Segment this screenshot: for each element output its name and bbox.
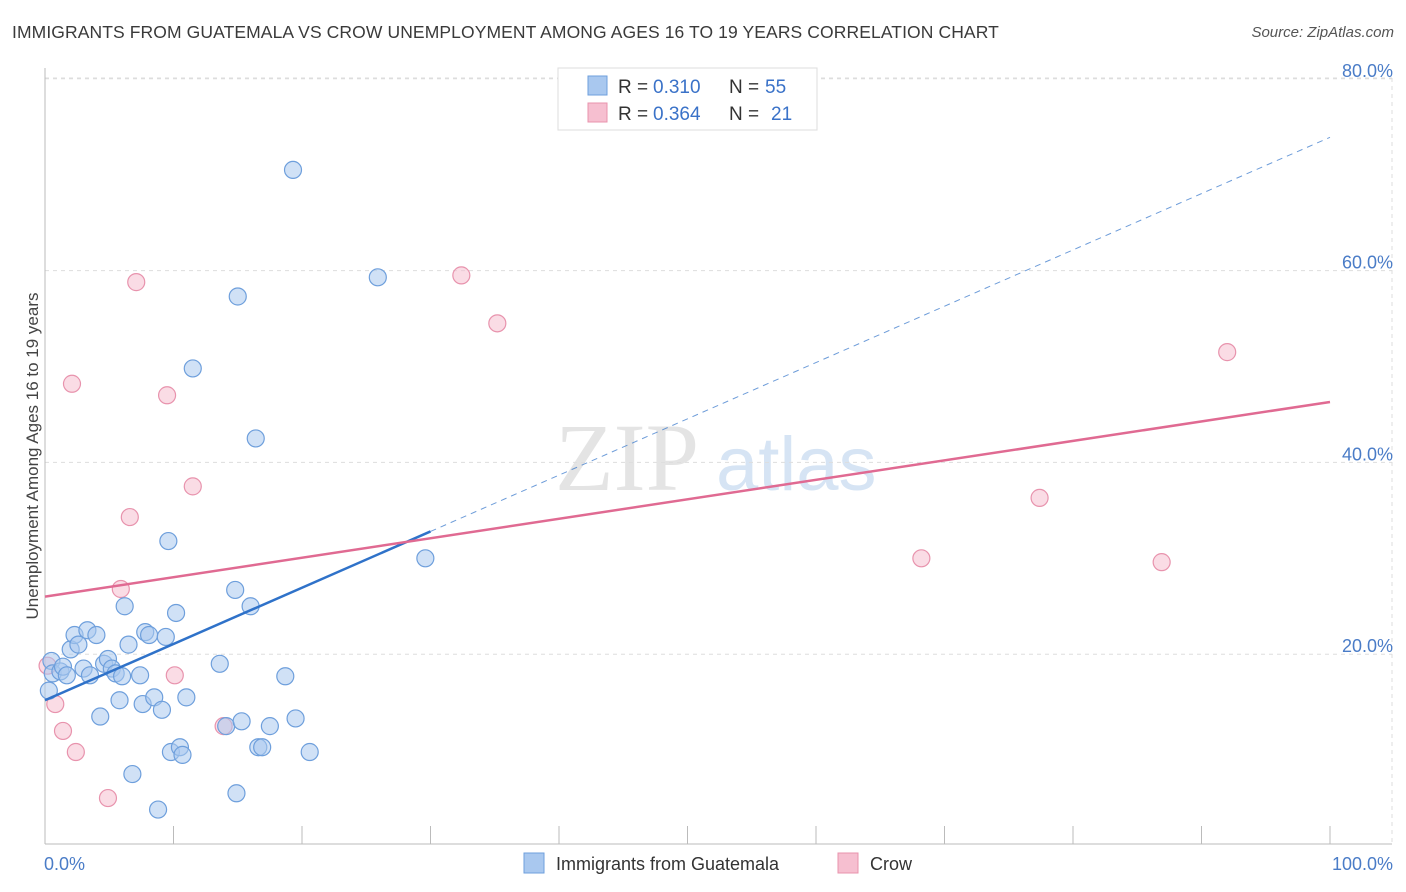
crow-point-14 bbox=[488, 314, 507, 333]
guatemala-point-54 bbox=[416, 549, 435, 568]
bottom-legend-swatch-crow bbox=[837, 852, 859, 874]
legend-r-value-guatemala: 0.310 bbox=[653, 77, 701, 98]
x-tick-labels: 0.0% 100.0% bbox=[44, 854, 1393, 874]
y-tick-label-80: 80.0% bbox=[1342, 61, 1393, 81]
guatemala-point-35 bbox=[173, 745, 192, 764]
guatemala-point-5 bbox=[57, 666, 76, 685]
guatemala-point-18 bbox=[110, 691, 129, 710]
y-tick-label-40: 40.0% bbox=[1342, 444, 1393, 464]
legend-n-label-1: N = bbox=[729, 77, 759, 98]
guatemala-point-29 bbox=[152, 700, 172, 719]
guatemala-trend-extension bbox=[430, 136, 1331, 532]
guatemala-point-41 bbox=[227, 784, 246, 803]
crow-point-9 bbox=[157, 386, 177, 405]
guatemala-point-23 bbox=[130, 666, 150, 685]
watermark: ZIP atlas bbox=[555, 404, 877, 511]
legend-r-label-1: R = bbox=[618, 77, 648, 98]
crow-point-2 bbox=[53, 721, 73, 741]
guatemala-point-28 bbox=[148, 800, 168, 819]
crow-point-11 bbox=[183, 477, 202, 496]
guatemala-point-37 bbox=[183, 359, 202, 378]
crow-trend-line bbox=[44, 400, 1331, 598]
guatemala-point-47 bbox=[253, 738, 272, 757]
crow-point-8 bbox=[127, 273, 146, 292]
guatemala-points bbox=[39, 160, 435, 819]
guatemala-point-22 bbox=[123, 764, 142, 784]
guatemala-point-52 bbox=[300, 742, 319, 762]
y-tick-label-20: 20.0% bbox=[1342, 636, 1393, 656]
crow-point-10 bbox=[165, 666, 184, 685]
guatemala-point-43 bbox=[232, 712, 251, 731]
guatemala-point-12 bbox=[87, 625, 106, 645]
guatemala-point-38 bbox=[210, 654, 229, 673]
guatemala-point-31 bbox=[159, 531, 178, 551]
y-tick-label-60: 60.0% bbox=[1342, 253, 1393, 273]
guatemala-point-13 bbox=[91, 707, 110, 726]
guatemala-trend-line bbox=[44, 530, 432, 702]
crow-point-5 bbox=[98, 788, 118, 808]
bottom-legend-swatch-guatemala bbox=[523, 852, 545, 874]
crow-point-18 bbox=[1218, 343, 1237, 362]
guatemala-point-42 bbox=[228, 287, 247, 306]
guatemala-point-21 bbox=[119, 635, 138, 654]
bottom-legend: Immigrants from Guatemala Crow bbox=[523, 852, 913, 874]
chart-title: IMMIGRANTS FROM GUATEMALA VS CROW UNEMPL… bbox=[12, 22, 999, 42]
legend-n-label-2: N = bbox=[729, 104, 759, 125]
legend-r-label-2: R = bbox=[618, 104, 648, 125]
x-tick-label-max: 100.0% bbox=[1332, 854, 1393, 874]
guatemala-point-45 bbox=[246, 429, 265, 448]
x-ticks bbox=[173, 826, 1331, 844]
guatemala-point-51 bbox=[286, 709, 305, 728]
crow-point-17 bbox=[1152, 553, 1171, 572]
guatemala-point-53 bbox=[368, 268, 387, 287]
bottom-legend-label-crow: Crow bbox=[870, 854, 913, 874]
bottom-legend-label-guatemala: Immigrants from Guatemala bbox=[556, 854, 780, 874]
guatemala-point-48 bbox=[260, 717, 279, 736]
legend-r-value-crow: 0.364 bbox=[653, 104, 701, 125]
source-label: Source: ZipAtlas.com bbox=[1251, 24, 1394, 41]
guatemala-point-33 bbox=[166, 603, 186, 623]
axes bbox=[44, 68, 1392, 845]
legend-n-value-guatemala: 55 bbox=[765, 77, 786, 98]
guatemala-point-36 bbox=[177, 688, 196, 707]
crow-point-13 bbox=[452, 266, 471, 285]
legend-n-value-crow: 21 bbox=[771, 104, 792, 125]
guatemala-point-50 bbox=[283, 160, 303, 180]
guatemala-point-40 bbox=[226, 580, 245, 600]
guatemala-point-8 bbox=[69, 635, 88, 654]
guatemala-point-26 bbox=[139, 625, 159, 645]
guatemala-point-30 bbox=[156, 627, 175, 647]
crow-point-15 bbox=[912, 549, 931, 568]
trend-lines bbox=[44, 136, 1331, 702]
legend-swatch-crow bbox=[587, 102, 608, 123]
crow-point-4 bbox=[66, 742, 85, 762]
x-tick-label-min: 0.0% bbox=[44, 854, 85, 874]
crow-point-16 bbox=[1030, 488, 1049, 507]
watermark-atlas: atlas bbox=[716, 422, 877, 507]
guatemala-point-39 bbox=[217, 717, 236, 736]
guatemala-point-20 bbox=[115, 597, 134, 616]
guatemala-point-49 bbox=[276, 667, 295, 686]
legend: R = 0.310 N = 55 R = 0.364 N = 21 bbox=[557, 67, 818, 131]
crow-point-3 bbox=[62, 374, 82, 393]
y-tick-labels: 20.0% 40.0% 60.0% 80.0% bbox=[1342, 61, 1393, 656]
crow-point-7 bbox=[120, 507, 139, 527]
y-axis-label: Unemployment Among Ages 16 to 19 years bbox=[23, 293, 42, 620]
legend-swatch-guatemala bbox=[587, 75, 608, 96]
watermark-zip: ZIP bbox=[555, 404, 699, 511]
